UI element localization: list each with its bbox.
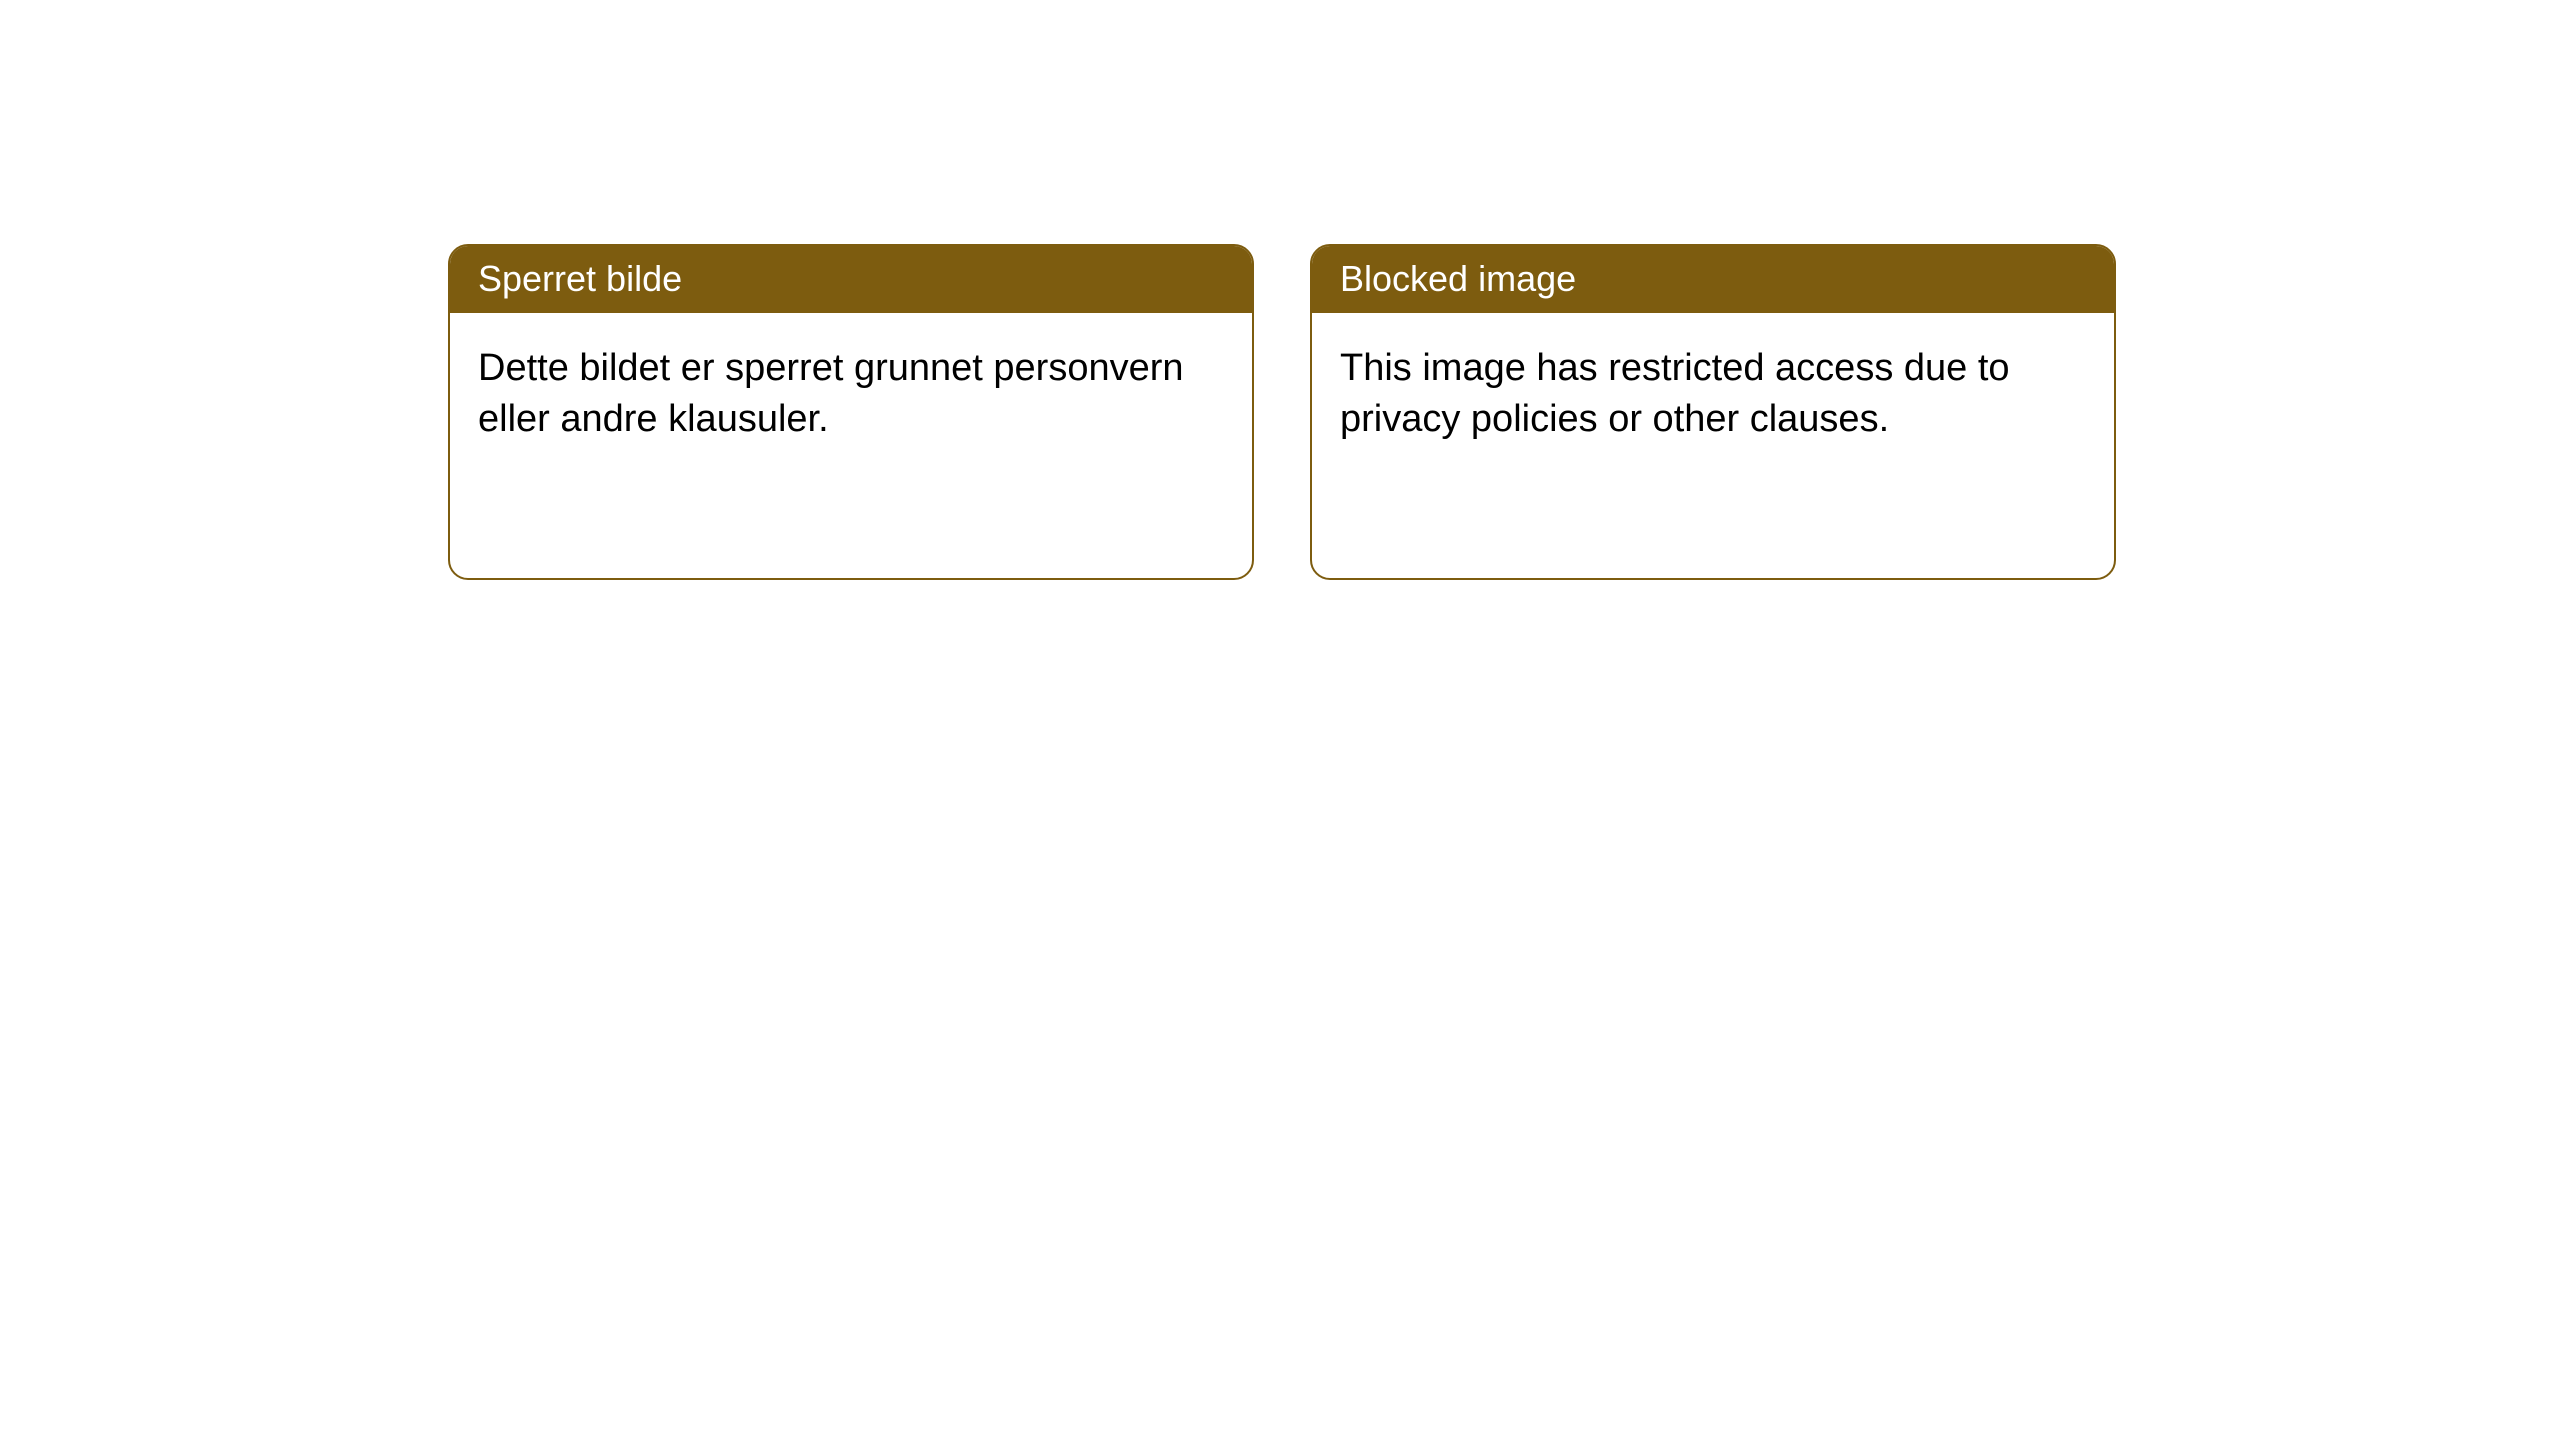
notice-container: Sperret bilde Dette bildet er sperret gr… (0, 0, 2560, 580)
notice-title-english: Blocked image (1312, 246, 2114, 313)
notice-title-norwegian: Sperret bilde (450, 246, 1252, 313)
notice-body-norwegian: Dette bildet er sperret grunnet personve… (450, 313, 1252, 476)
notice-card-norwegian: Sperret bilde Dette bildet er sperret gr… (448, 244, 1254, 580)
notice-card-english: Blocked image This image has restricted … (1310, 244, 2116, 580)
notice-body-english: This image has restricted access due to … (1312, 313, 2114, 476)
